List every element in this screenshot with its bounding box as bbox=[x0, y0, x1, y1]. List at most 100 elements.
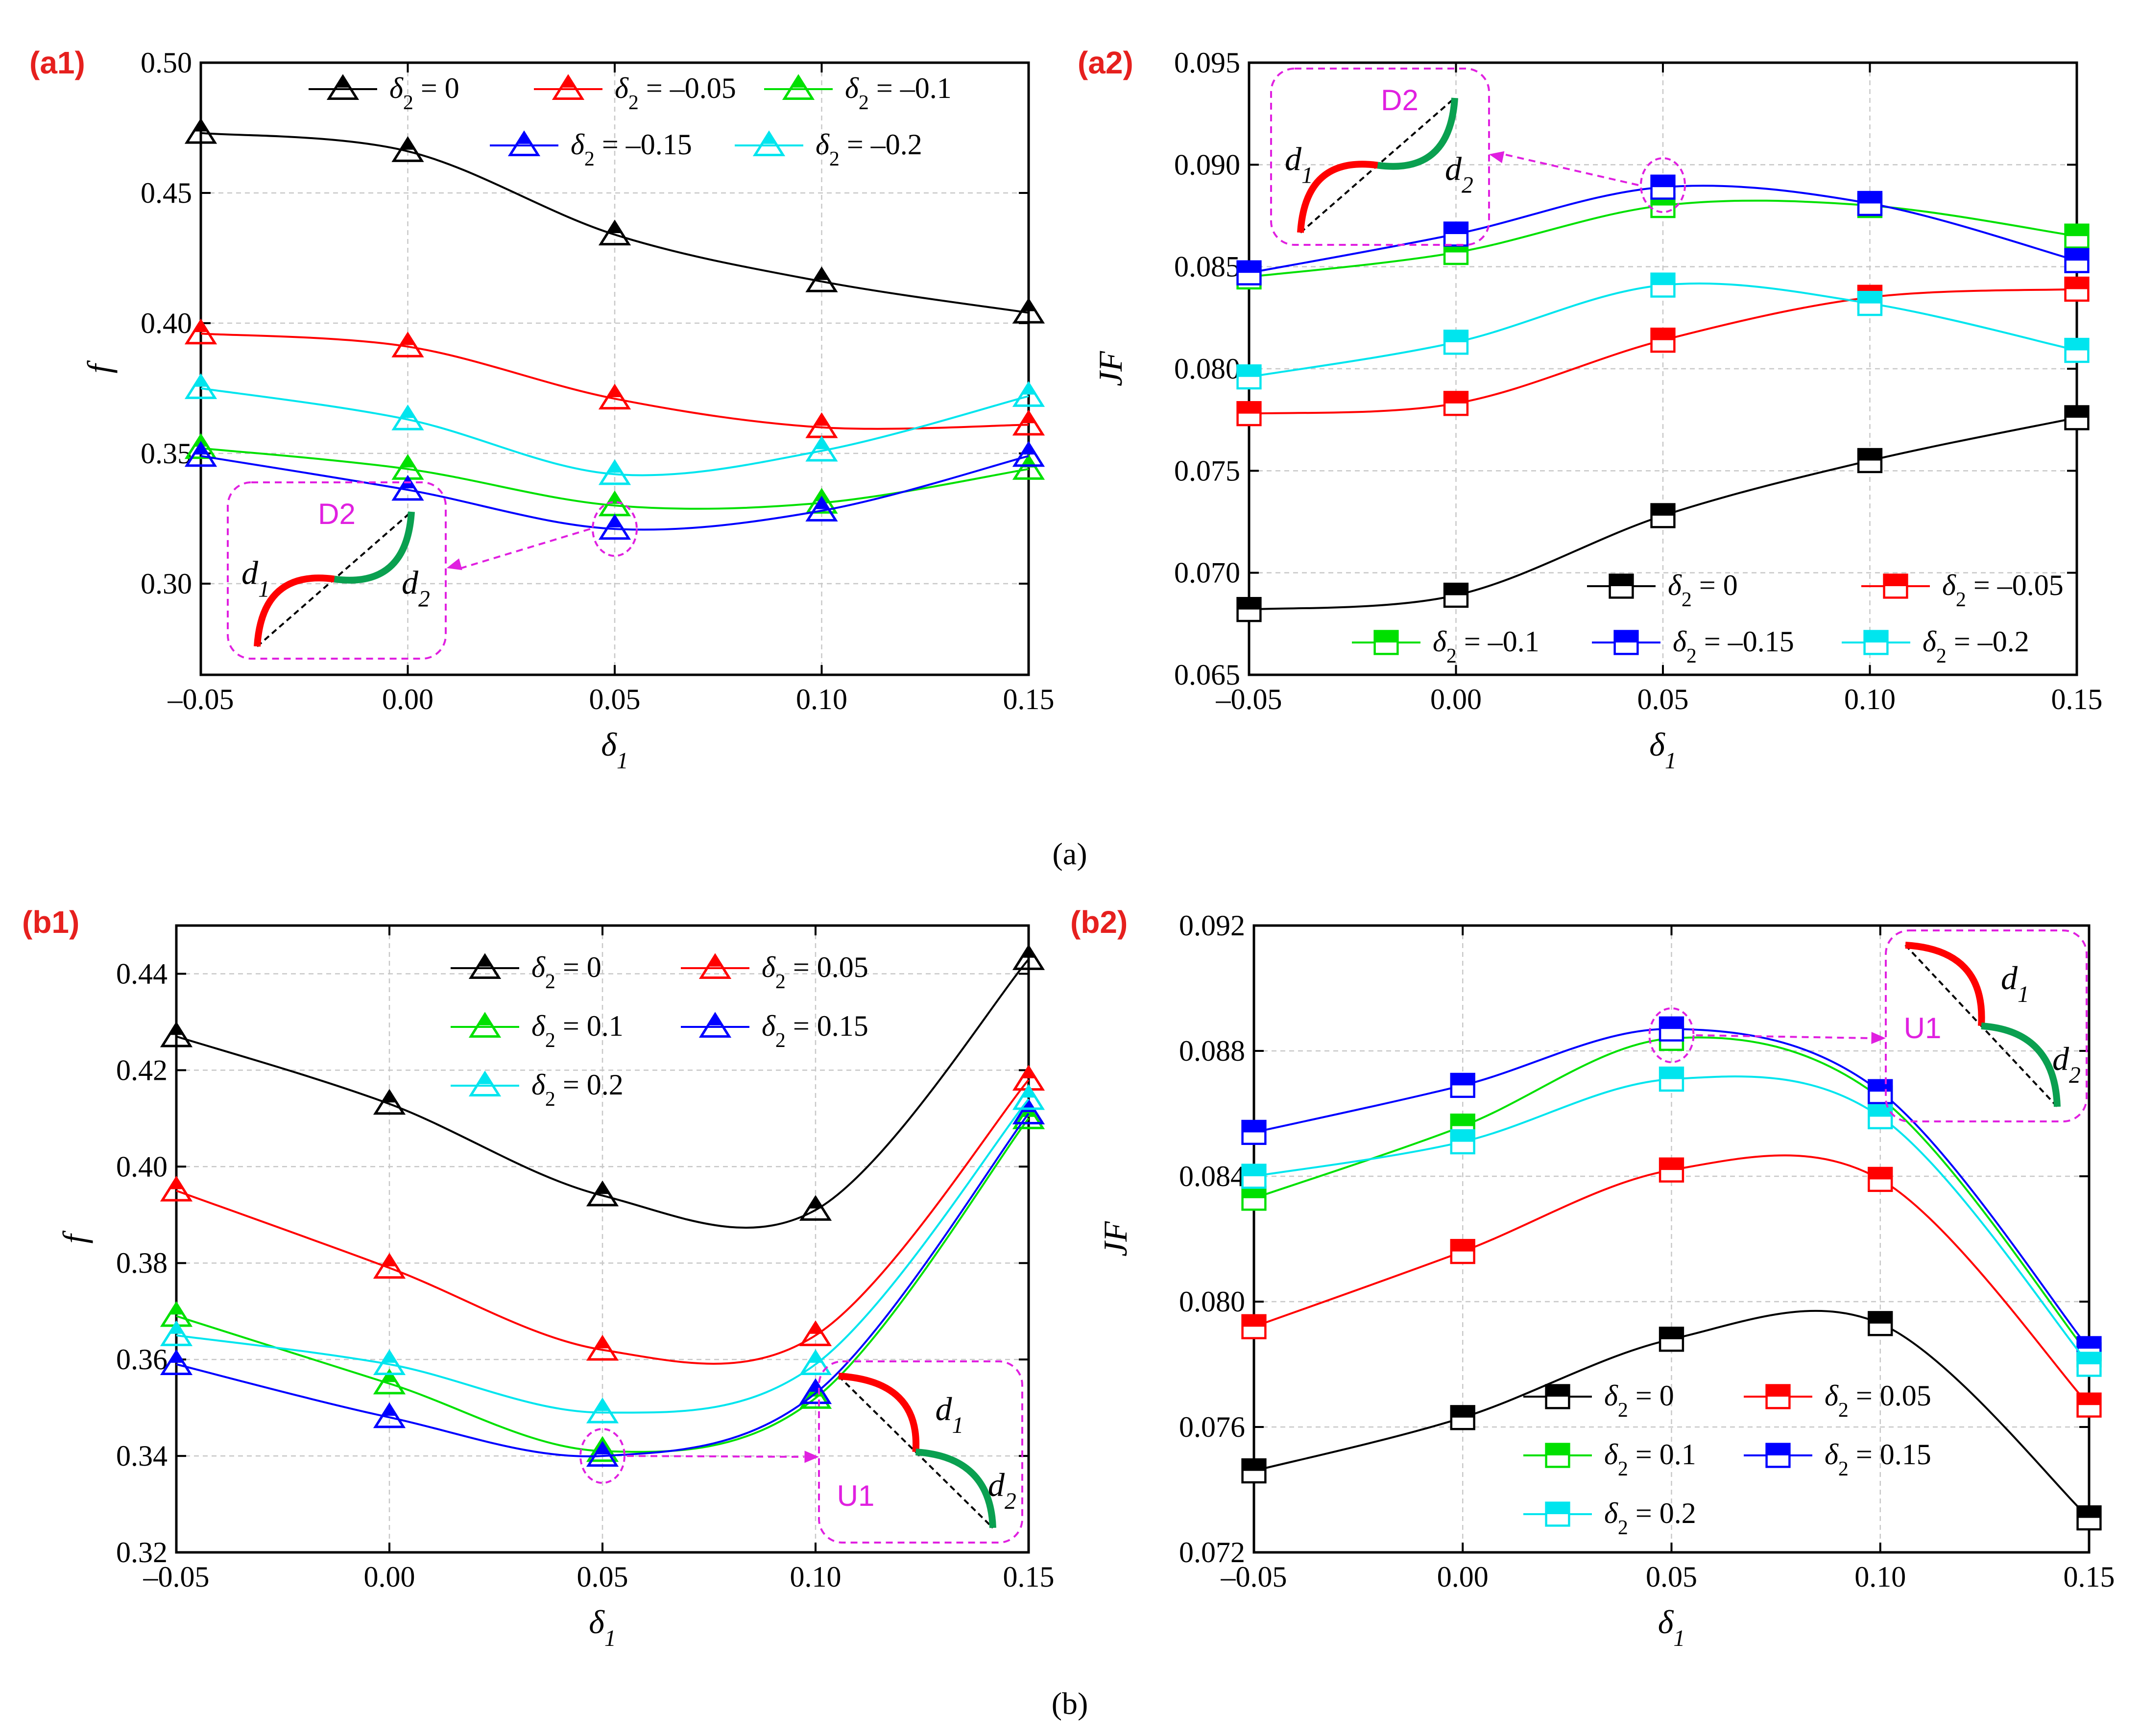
legend-label: δ2 = –0.1 bbox=[1433, 625, 1539, 667]
legend-label-suffix: = 0.05 bbox=[1849, 1379, 1931, 1412]
legend-label: δ2 = 0 bbox=[1668, 569, 1738, 611]
x-tick-label: 0.00 bbox=[1437, 1561, 1489, 1593]
legend-marker-fill bbox=[1614, 631, 1638, 642]
legend-label-subscript: 2 bbox=[829, 148, 840, 170]
data-point-fill bbox=[1858, 292, 1881, 304]
legend-label-suffix: = 0.15 bbox=[1849, 1438, 1931, 1471]
series-1 bbox=[160, 1065, 1045, 1365]
legend-label-suffix: = –0.15 bbox=[595, 128, 692, 161]
data-point-fill bbox=[382, 1371, 397, 1382]
legend-label-symbol: δ bbox=[531, 951, 546, 983]
series-line bbox=[176, 1079, 1030, 1365]
data-point bbox=[160, 1320, 193, 1346]
y-tick-label: 0.090 bbox=[1174, 148, 1240, 181]
y-tick-label: 0.32 bbox=[116, 1536, 168, 1569]
x-axis-title-symbol: δ bbox=[1658, 1603, 1674, 1641]
legend-marker bbox=[507, 130, 541, 156]
data-point-fill bbox=[607, 461, 622, 473]
y-axis-title: JF bbox=[1092, 351, 1129, 386]
y-tick-label: 0.30 bbox=[141, 568, 192, 600]
y-tick-label: 0.065 bbox=[1174, 659, 1240, 691]
inset-var-d2: d2 bbox=[1445, 150, 1473, 198]
data-point bbox=[1012, 454, 1045, 480]
legend-label-suffix: = 0.05 bbox=[786, 951, 868, 983]
legend-label-symbol: δ bbox=[571, 128, 585, 161]
legend-label: δ2 = 0 bbox=[531, 951, 601, 993]
legend-marker-fill bbox=[478, 1073, 492, 1084]
series-line bbox=[176, 1113, 1030, 1457]
inset-arc-d2 bbox=[1377, 97, 1458, 170]
data-point-fill bbox=[815, 498, 829, 509]
y-tick-label: 0.095 bbox=[1174, 47, 1240, 79]
legend-label-symbol: δ bbox=[816, 128, 830, 161]
x-tick-label: 0.00 bbox=[1430, 683, 1482, 715]
y-tick-label: 0.075 bbox=[1174, 454, 1240, 487]
legend-marker bbox=[552, 74, 585, 100]
data-point bbox=[160, 1349, 193, 1375]
data-point-fill bbox=[1660, 1328, 1683, 1339]
data-point-fill bbox=[401, 406, 415, 418]
legend-label: δ2 = 0.05 bbox=[762, 951, 868, 993]
data-point-fill bbox=[1444, 331, 1467, 342]
data-point-fill bbox=[1021, 412, 1036, 424]
legend-marker-fill bbox=[1546, 1502, 1569, 1514]
callout-arrow bbox=[461, 528, 591, 569]
data-point-fill bbox=[401, 456, 415, 468]
legend-label-symbol: δ bbox=[1604, 1438, 1618, 1471]
y-tick-label: 0.34 bbox=[116, 1440, 168, 1472]
data-point bbox=[1012, 381, 1045, 407]
y-tick-label: 0.50 bbox=[141, 47, 192, 79]
legend-label-subscript: 2 bbox=[775, 971, 786, 993]
inset-var-d2-symbol: d bbox=[402, 564, 419, 601]
data-point bbox=[1012, 441, 1045, 467]
legend-label: δ2 = –0.2 bbox=[1923, 625, 2029, 667]
legend-marker-fill bbox=[708, 1014, 722, 1025]
legend-marker bbox=[782, 74, 815, 100]
legend-label-symbol: δ bbox=[1604, 1379, 1618, 1412]
x-tick-label: 0.15 bbox=[1003, 1561, 1055, 1593]
legend-label: δ2 = 0.15 bbox=[1825, 1438, 1931, 1480]
data-point-fill bbox=[1021, 383, 1036, 395]
data-point-fill bbox=[169, 1322, 184, 1334]
data-point bbox=[598, 383, 631, 410]
callout-arrow bbox=[626, 1455, 805, 1458]
legend-label-symbol: δ bbox=[1825, 1438, 1839, 1471]
data-point bbox=[799, 1378, 832, 1404]
data-point bbox=[373, 1368, 406, 1395]
x-tick-label: 0.15 bbox=[1003, 683, 1055, 715]
data-point-fill bbox=[1242, 1187, 1266, 1198]
x-tick-label: 0.05 bbox=[1637, 683, 1689, 715]
inset-var-d2-subscript: 2 bbox=[1462, 173, 1473, 198]
data-point bbox=[586, 1334, 619, 1361]
inset-var-d1: d1 bbox=[936, 1390, 964, 1438]
data-point-fill bbox=[1237, 402, 1261, 414]
data-point bbox=[391, 136, 424, 162]
legend-label-suffix: = –0.05 bbox=[1966, 569, 2064, 601]
data-point-fill bbox=[1651, 273, 1675, 285]
legend-label-suffix: = 0 bbox=[413, 72, 459, 104]
x-axis-title: δ1 bbox=[601, 726, 628, 774]
legend-label-suffix: = 0.2 bbox=[1628, 1497, 1696, 1529]
legend-label-symbol: δ bbox=[1433, 625, 1447, 658]
y-tick-label: 0.092 bbox=[1179, 909, 1245, 942]
legend-marker bbox=[468, 953, 502, 979]
data-point bbox=[184, 373, 217, 399]
legend-marker-fill bbox=[561, 76, 576, 88]
series-0 bbox=[184, 118, 1045, 324]
legend-label-subscript: 2 bbox=[403, 92, 413, 114]
x-axis-title: δ1 bbox=[1658, 1603, 1685, 1651]
legend-label: δ2 = –0.05 bbox=[1942, 569, 2064, 611]
inset-var-d1: d1 bbox=[2001, 959, 2029, 1007]
data-point-fill bbox=[815, 414, 829, 426]
data-point-fill bbox=[1237, 261, 1261, 273]
data-point-fill bbox=[382, 1091, 397, 1103]
inset-label: D2 bbox=[1381, 84, 1419, 117]
legend-label-symbol: δ bbox=[389, 72, 404, 104]
legend-label-subscript: 2 bbox=[1956, 589, 1966, 611]
data-point-fill bbox=[193, 375, 208, 387]
data-point-fill bbox=[193, 321, 208, 333]
data-point-fill bbox=[1869, 1105, 1892, 1117]
data-point bbox=[799, 1195, 832, 1221]
